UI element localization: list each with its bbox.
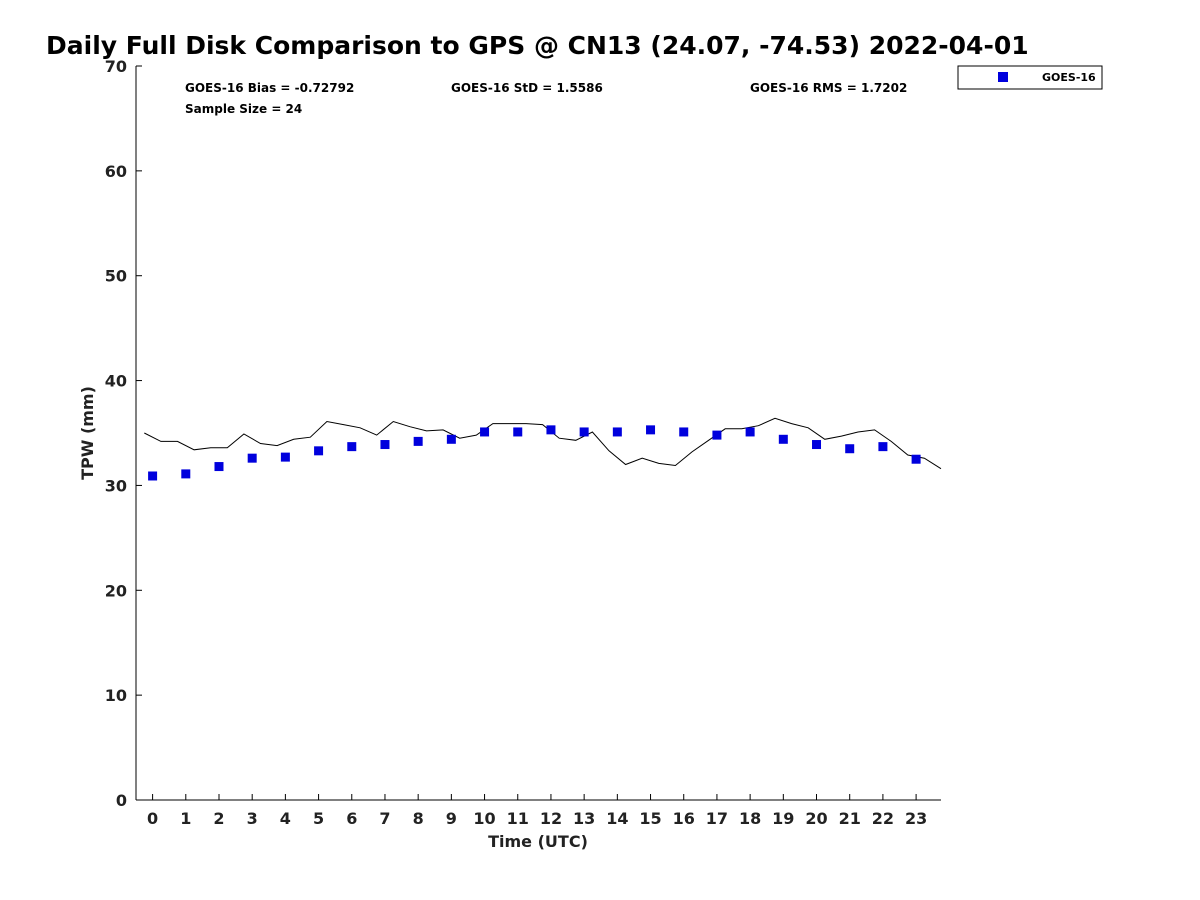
goes16-points [148,425,921,481]
x-tick-label: 3 [247,809,258,828]
rms-stat: GOES-16 RMS = 1.7202 [750,81,907,95]
goes16-point [148,471,158,481]
x-tick-label: 19 [772,809,794,828]
legend-label-goes16: GOES-16 [1042,71,1096,84]
bias-stat: GOES-16 Bias = -0.72792 [185,81,354,95]
goes16-point [181,469,191,479]
goes16-point [712,430,722,440]
goes16-point [446,434,456,444]
legend-marker-goes16 [998,72,1008,82]
x-tick-label: 2 [213,809,224,828]
y-tick-label: 10 [105,686,127,705]
x-tick-label: 9 [446,809,457,828]
legend: GOES-16 [957,65,1103,90]
goes16-point [280,452,290,462]
goes16-point [646,425,656,435]
x-tick-label: 7 [379,809,390,828]
goes16-point [380,440,390,450]
axes [135,66,941,801]
y-axis-label: TPW (mm) [78,386,97,480]
chart-title: Daily Full Disk Comparison to GPS @ CN13… [46,31,1029,60]
x-tick-label: 5 [313,809,324,828]
goes16-point [513,427,523,437]
x-tick-label: 4 [280,809,291,828]
goes16-point [679,427,689,437]
x-tick-label: 18 [739,809,761,828]
y-tick-label: 20 [105,581,127,600]
y-tick-label: 40 [105,372,127,391]
x-tick-label: 1 [180,809,191,828]
goes16-point [480,427,490,437]
y-tick-label: 0 [116,791,127,810]
x-tick-label: 15 [639,809,661,828]
gps-line-group [144,417,942,470]
y-tick-label: 50 [105,267,127,286]
goes16-point [778,434,788,444]
x-tick-label: 8 [413,809,424,828]
x-tick-label: 21 [839,809,861,828]
x-tick-label: 20 [805,809,827,828]
goes16-point [347,442,357,452]
x-tick-label: 0 [147,809,158,828]
x-tick-label: 13 [573,809,595,828]
x-ticks: 0 1 2 3 4 5 6 7 8 9 10 11 12 13 14 15 16 17 18 19 20 21 22 23 [147,794,927,828]
x-tick-label: 11 [507,809,529,828]
goes16-point [214,462,224,472]
sample-size-stat: Sample Size = 24 [185,102,302,116]
y-tick-label: 30 [105,476,127,495]
x-tick-label: 17 [706,809,728,828]
y-ticks: 0 10 20 30 40 50 60 70 [105,57,142,810]
goes16-point [745,427,755,437]
goes16-point [247,453,257,463]
x-tick-label: 22 [872,809,894,828]
goes16-point [878,442,888,452]
y-tick-label: 70 [105,57,127,76]
y-tick-label: 60 [105,162,127,181]
x-axis-label: Time (UTC) [488,832,588,851]
x-tick-label: 6 [346,809,357,828]
goes16-point [812,440,822,450]
std-stat: GOES-16 StD = 1.5586 [451,81,603,95]
x-tick-label: 10 [473,809,495,828]
goes16-point [413,436,423,446]
x-tick-label: 23 [905,809,927,828]
goes16-point [612,427,622,437]
x-tick-label: 12 [540,809,562,828]
x-tick-label: 16 [673,809,695,828]
gps-series-line [144,417,942,470]
goes16-point [911,454,921,464]
goes16-point [314,446,324,456]
legend-box [957,65,1103,90]
goes16-point [845,444,855,454]
goes16-point [546,425,556,435]
x-tick-label: 14 [606,809,628,828]
goes16-point [579,427,589,437]
